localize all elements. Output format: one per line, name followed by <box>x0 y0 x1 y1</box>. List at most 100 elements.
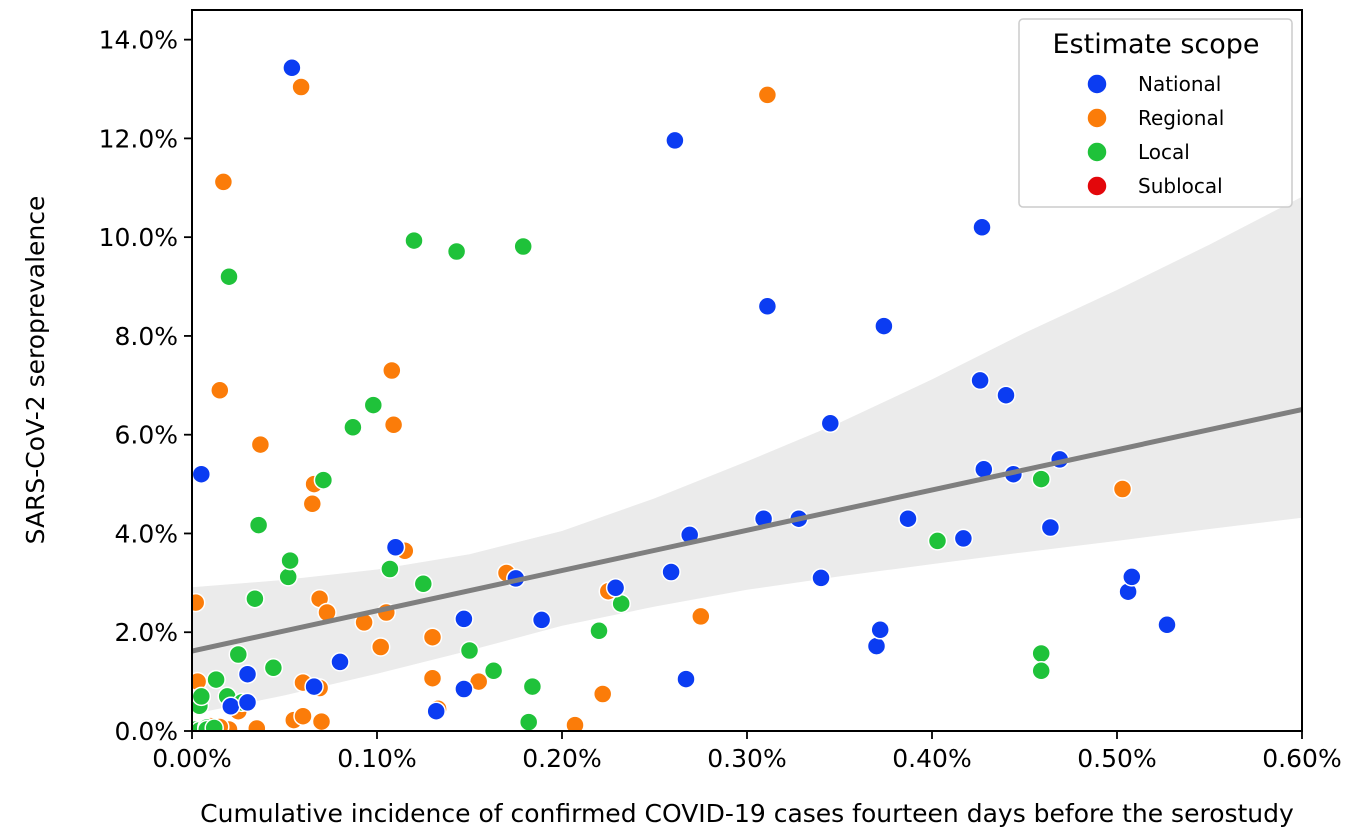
legend-label: Sublocal <box>1138 174 1223 198</box>
data-point <box>263 658 284 678</box>
y-tick-label: 10.0% <box>99 223 178 252</box>
data-point <box>248 515 269 535</box>
data-point <box>483 661 504 681</box>
data-point <box>446 241 467 262</box>
data-point <box>1031 643 1051 664</box>
data-point <box>866 636 887 656</box>
y-tick-label: 6.0% <box>114 421 178 450</box>
data-point <box>213 172 234 192</box>
x-axis-title: Cumulative incidence of confirmed COVID-… <box>200 799 1294 828</box>
data-point <box>1157 615 1177 635</box>
data-point <box>370 637 391 657</box>
data-point <box>330 652 350 672</box>
data-point <box>422 668 443 688</box>
data-point <box>592 684 613 704</box>
y-axis-title: SARS-CoV-2 seroprevalence <box>21 196 50 545</box>
data-point <box>757 296 778 317</box>
data-point <box>302 494 323 514</box>
data-point <box>426 701 446 721</box>
data-point <box>691 606 711 627</box>
data-point <box>422 627 443 647</box>
data-point <box>757 85 778 105</box>
data-point <box>313 470 334 490</box>
data-point <box>247 718 267 731</box>
data-point <box>676 669 696 689</box>
y-tick-label: 0.0% <box>114 717 178 746</box>
data-point <box>237 692 258 713</box>
x-tick-label: 0.10% <box>337 744 416 773</box>
x-tick-label: 0.20% <box>522 744 601 773</box>
data-point <box>661 562 681 582</box>
legend-title: Estimate scope <box>1052 29 1259 60</box>
data-point <box>1112 479 1133 499</box>
legend-box <box>1018 18 1293 208</box>
data-point <box>531 610 552 630</box>
data-point <box>1122 567 1142 587</box>
data-point <box>404 230 424 251</box>
data-point <box>927 531 948 551</box>
legend-marker <box>1086 141 1108 163</box>
data-point <box>874 316 894 336</box>
data-point <box>1031 661 1051 681</box>
data-point <box>343 417 363 438</box>
data-point <box>870 620 890 640</box>
data-point <box>522 676 543 697</box>
data-point <box>898 508 918 529</box>
data-point <box>219 266 239 287</box>
y-axis: 0.0% 2.0% 4.0% 6.0% 8.0% 10.0% 12.0% 14.0% <box>99 26 192 746</box>
legend-entries: National Regional Local Sublocal <box>1086 72 1224 198</box>
data-point <box>282 58 302 78</box>
data-point <box>413 574 434 594</box>
data-point <box>385 537 406 558</box>
data-point <box>513 236 533 257</box>
x-tick-label: 0.50% <box>1077 744 1156 773</box>
plot-area <box>192 58 1302 731</box>
x-tick-label: 0.40% <box>892 744 971 773</box>
data-point <box>454 609 474 629</box>
data-point <box>221 696 241 717</box>
data-point <box>665 130 685 151</box>
data-point <box>192 592 206 613</box>
data-point <box>972 217 992 238</box>
y-tick-label: 4.0% <box>114 519 178 548</box>
data-point <box>811 568 831 588</box>
data-point <box>210 380 230 401</box>
x-tick-label: 0.30% <box>707 744 786 773</box>
legend-label: Local <box>1138 140 1190 164</box>
data-point <box>459 640 480 661</box>
data-point <box>280 550 300 571</box>
data-point <box>206 669 226 690</box>
legend-marker <box>1086 175 1108 197</box>
y-tick-label: 8.0% <box>114 322 178 351</box>
legend-label: Regional <box>1138 106 1224 130</box>
data-point <box>192 686 212 707</box>
y-tick-label: 12.0% <box>99 124 178 153</box>
data-point <box>228 644 249 665</box>
data-point <box>250 434 271 455</box>
data-point <box>518 712 539 731</box>
data-point <box>454 679 474 699</box>
x-axis: 0.00% 0.10% 0.20% 0.30% 0.40% 0.50% 0.60% <box>152 731 1342 773</box>
data-point <box>192 464 212 484</box>
data-point <box>245 588 265 609</box>
data-point <box>605 578 626 598</box>
data-point <box>291 77 311 97</box>
data-point <box>204 718 224 731</box>
data-point <box>996 385 1016 405</box>
data-point <box>293 706 313 726</box>
data-point <box>565 715 585 731</box>
data-point <box>382 360 402 381</box>
data-point <box>953 528 974 549</box>
data-point <box>1040 517 1061 538</box>
data-point <box>363 395 384 415</box>
data-point <box>380 559 400 579</box>
y-tick-label: 14.0% <box>99 26 178 55</box>
x-tick-label: 0.60% <box>1262 744 1341 773</box>
regression-line <box>192 407 1302 654</box>
legend-marker <box>1086 73 1108 95</box>
data-point <box>278 567 298 587</box>
data-point <box>820 413 841 434</box>
data-point <box>970 370 990 391</box>
legend: Estimate scope National Regional Local Subl… <box>1018 18 1293 208</box>
